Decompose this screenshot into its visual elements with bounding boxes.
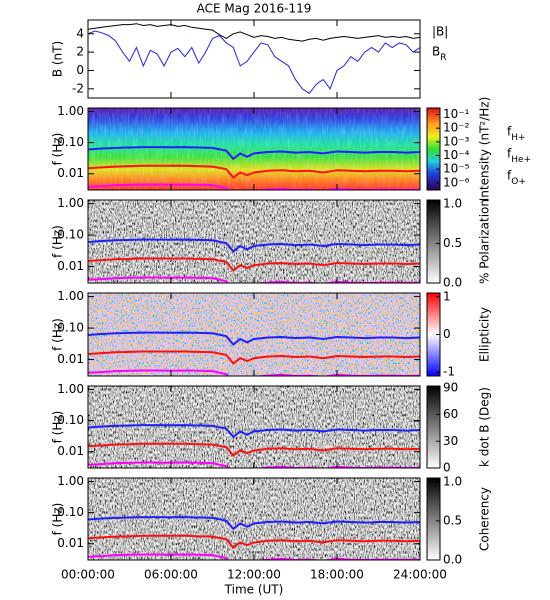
colorbar-label: Intensity (nT²/Hz) <box>478 97 492 202</box>
colorbar-tick-label: 0.5 <box>443 513 462 527</box>
data-line <box>88 516 420 531</box>
y-tick-label: -2 <box>72 81 84 95</box>
x-tick-label: 06:00:00 <box>144 568 198 582</box>
colorbar <box>427 386 440 468</box>
y-axis-label: f (Hz) <box>51 503 65 536</box>
colorbar-tick-label: 30 <box>443 434 458 448</box>
data-line <box>88 146 420 161</box>
colorbar-label: Ellipticity <box>478 307 492 362</box>
y-tick-label: 0.01 <box>57 352 84 366</box>
legend-entry: |B| <box>432 25 448 39</box>
colorbar <box>427 108 440 190</box>
colorbar-tick-label: 10⁻⁴ <box>443 148 470 162</box>
data-line <box>88 350 420 365</box>
colorbar-label: % Polarization <box>478 199 492 284</box>
colorbar-label: Coherency <box>478 487 492 551</box>
x-tick-label: 24:00:00 <box>393 568 447 582</box>
colorbar <box>427 200 440 283</box>
y-tick-label: 0.01 <box>57 259 84 273</box>
y-tick-label: 0.10 <box>57 413 84 427</box>
colorbar <box>427 293 440 376</box>
colorbar-tick-label: -1 <box>443 365 455 379</box>
colorbar-tick-label: 0.0 <box>443 276 462 290</box>
data-line <box>88 164 420 179</box>
spectrogram-background <box>88 478 420 560</box>
y-tick-label: 0.10 <box>57 321 84 335</box>
y-axis-label: f (Hz) <box>51 225 65 258</box>
colorbar-tick-label: 0 <box>443 327 451 341</box>
colorbar-tick-label: 60 <box>443 407 458 421</box>
colorbar-tick-label: 0 <box>443 461 451 475</box>
colorbar <box>427 478 440 560</box>
x-tick-label: 12:00:00 <box>227 568 281 582</box>
y-tick-label: 0.10 <box>57 228 84 242</box>
y-tick-label: 4 <box>76 26 84 40</box>
colorbar-tick-label: 10⁻² <box>443 121 470 135</box>
data-line <box>88 23 420 42</box>
data-line <box>88 30 420 95</box>
y-tick-label: 1.00 <box>57 196 84 210</box>
legend-entry: fH+ <box>507 125 526 143</box>
colorbar-tick-label: 10⁻³ <box>443 134 470 148</box>
data-line <box>88 424 420 439</box>
y-tick-label: 0.01 <box>57 536 84 550</box>
colorbar-tick-label: 0.0 <box>443 553 462 567</box>
colorbar-frame <box>426 107 441 191</box>
chart-title: ACE Mag 2016-119 <box>197 2 312 16</box>
colorbar-tick-label: 0.5 <box>443 236 462 250</box>
colorbar-frame <box>426 385 441 469</box>
colorbar-tick-label: 10⁻⁶ <box>443 175 470 189</box>
y-tick-label: 1.00 <box>57 289 84 303</box>
plot-frame <box>87 19 421 99</box>
y-axis-label: f (Hz) <box>51 133 65 166</box>
colorbar-tick-label: 10⁻¹ <box>443 107 470 121</box>
colorbar-tick-label: 90 <box>443 380 458 394</box>
y-tick-label: 0 <box>76 63 84 77</box>
data-line <box>88 238 420 253</box>
data-line <box>88 534 420 549</box>
y-tick-label: 0.01 <box>57 444 84 458</box>
colorbar-frame <box>426 477 441 561</box>
data-line <box>88 331 420 346</box>
y-tick-label: 2 <box>76 45 84 59</box>
spectrogram-texture <box>88 108 420 190</box>
x-tick-label: 00:00:00 <box>61 568 115 582</box>
y-tick-label: 0.10 <box>57 135 84 149</box>
y-tick-label: 1.00 <box>57 104 84 118</box>
colorbar-frame <box>426 199 441 284</box>
y-axis-label: B (nT) <box>51 41 65 77</box>
colorbar-tick-label: 1 <box>443 289 451 303</box>
colorbar-tick-label: 1.0 <box>443 196 462 210</box>
spectrogram-background <box>88 293 420 376</box>
y-tick-label: 0.10 <box>57 505 84 519</box>
data-line <box>88 442 420 457</box>
data-line <box>88 257 420 272</box>
spectrogram-background <box>88 386 420 468</box>
colorbar-label: k dot B (Deg) <box>478 387 492 467</box>
colorbar-tick-label: 10⁻⁵ <box>443 162 470 176</box>
x-tick-label: 18:00:00 <box>310 568 364 582</box>
colorbar-tick-label: 1.0 <box>443 474 462 488</box>
legend-entry: fO+ <box>507 169 526 187</box>
x-axis-label: Time (UT) <box>224 583 284 597</box>
y-tick-label: 1.00 <box>57 382 84 396</box>
legend-entry: fHe+ <box>507 147 531 165</box>
y-axis-label: f (Hz) <box>51 318 65 351</box>
y-tick-label: 0.01 <box>57 166 84 180</box>
spectrogram-background <box>88 200 420 283</box>
y-axis-label: f (Hz) <box>51 411 65 444</box>
y-tick-label: 1.00 <box>57 474 84 488</box>
legend-entry: BR <box>432 45 447 63</box>
